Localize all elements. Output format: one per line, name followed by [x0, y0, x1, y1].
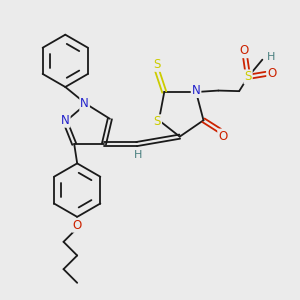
Text: H: H [134, 150, 142, 160]
Text: N: N [192, 84, 200, 97]
Text: N: N [61, 114, 70, 127]
Text: S: S [154, 115, 161, 128]
Text: N: N [80, 98, 89, 110]
Text: O: O [218, 130, 227, 142]
Text: S: S [244, 70, 252, 83]
Text: H: H [267, 52, 275, 62]
Text: O: O [240, 44, 249, 57]
Text: O: O [73, 219, 82, 232]
Text: S: S [153, 58, 160, 71]
Text: O: O [267, 67, 277, 80]
